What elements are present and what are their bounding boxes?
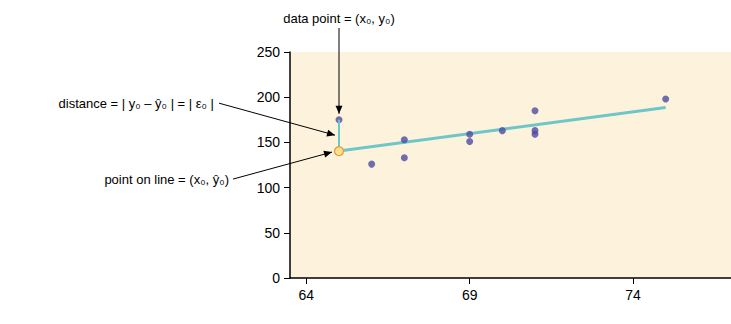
svg-text:150: 150 <box>257 134 281 150</box>
svg-text:250: 250 <box>257 44 281 60</box>
svg-text:50: 50 <box>264 225 280 241</box>
svg-text:74: 74 <box>625 287 641 303</box>
svg-text:100: 100 <box>257 180 281 196</box>
svg-text:point on line = (x₀, ŷ₀): point on line = (x₀, ŷ₀) <box>104 172 229 187</box>
svg-text:69: 69 <box>462 287 478 303</box>
svg-text:200: 200 <box>257 89 281 105</box>
svg-text:0: 0 <box>272 270 280 286</box>
svg-text:distance = | y₀ – ŷ₀ | = | ε₀: distance = | y₀ – ŷ₀ | = | ε₀ | <box>59 96 214 111</box>
svg-text:data point = (x₀, y₀): data point = (x₀, y₀) <box>283 11 395 26</box>
svg-text:64: 64 <box>299 287 315 303</box>
